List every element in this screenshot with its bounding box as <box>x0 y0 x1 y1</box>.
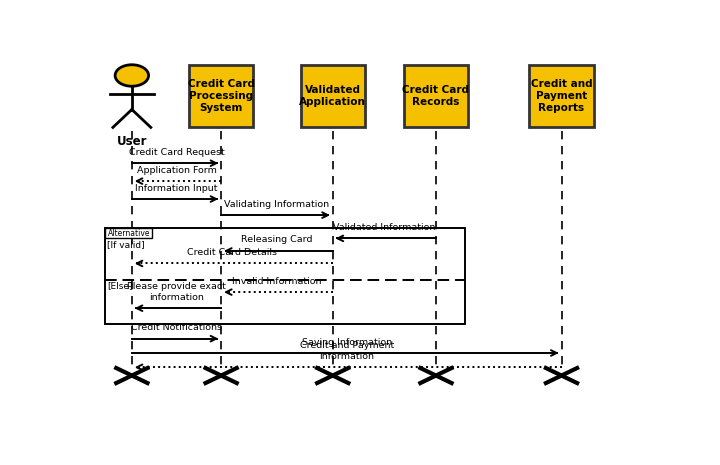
Text: Credit Card Request: Credit Card Request <box>129 148 225 157</box>
Text: Releasing Card: Releasing Card <box>241 235 312 245</box>
Circle shape <box>115 65 148 86</box>
Bar <box>189 65 253 127</box>
Text: Credit and Payment
Information: Credit and Payment Information <box>300 341 394 361</box>
Text: Validated
Application: Validated Application <box>300 85 366 107</box>
Text: Validated Information: Validated Information <box>333 223 436 232</box>
Text: Credit Card
Records: Credit Card Records <box>402 85 469 107</box>
Text: Validating Information: Validating Information <box>225 199 330 209</box>
Bar <box>105 228 465 325</box>
Bar <box>105 228 153 239</box>
Text: Information Input: Information Input <box>135 184 217 193</box>
Bar <box>404 65 468 127</box>
Text: Application Form: Application Form <box>137 166 217 175</box>
Text: Saving Information: Saving Information <box>302 338 392 346</box>
Text: Credit Notifications: Credit Notifications <box>131 323 222 332</box>
Text: Please provide exact
information: Please provide exact information <box>127 282 226 302</box>
Text: User: User <box>117 134 147 147</box>
Text: Alternative: Alternative <box>107 228 150 238</box>
Text: [If valid]: [If valid] <box>107 240 145 249</box>
Bar <box>529 65 593 127</box>
Text: Invalid Information: Invalid Information <box>232 277 322 286</box>
Text: [Else]: [Else] <box>107 281 132 290</box>
Text: Credit and
Payment
Reports: Credit and Payment Reports <box>531 79 593 113</box>
Text: Credit Card
Processing
System: Credit Card Processing System <box>188 79 255 113</box>
Text: Credit Card Details: Credit Card Details <box>187 248 277 257</box>
Bar <box>301 65 365 127</box>
